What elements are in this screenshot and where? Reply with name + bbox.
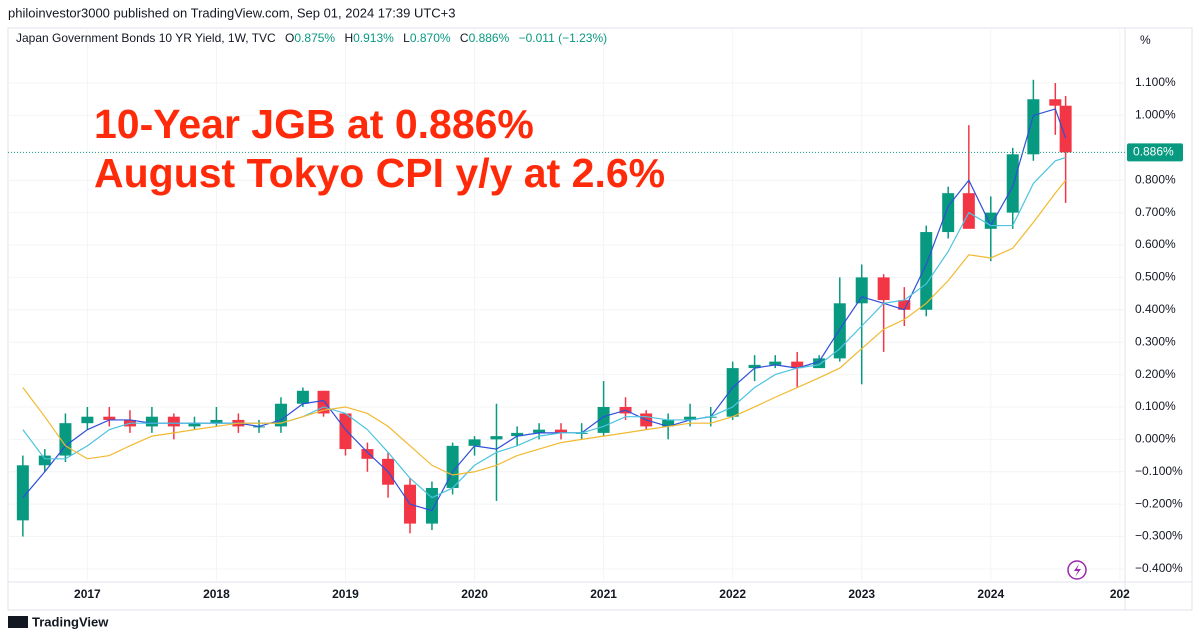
y-tick-label: 0.600%	[1135, 237, 1176, 251]
candle-body	[81, 416, 94, 424]
candle-body	[167, 416, 180, 427]
y-tick-label: 0.300%	[1135, 334, 1176, 348]
c-value: 0.886%	[469, 31, 510, 45]
candle-body	[877, 277, 890, 301]
scale-button-label[interactable]: %	[1140, 33, 1151, 47]
annotation: 10-Year JGB at 0.886%	[94, 101, 534, 147]
y-tick-label: 0.500%	[1135, 270, 1176, 284]
x-tick-label: 2024	[977, 587, 1004, 601]
candle-body	[1027, 99, 1040, 155]
candle-body	[1059, 105, 1072, 153]
brand: TradingView	[32, 614, 109, 629]
y-tick-label: −0.300%	[1135, 529, 1183, 543]
y-tick-label: 0.100%	[1135, 399, 1176, 413]
l-label: L	[403, 31, 410, 45]
candle-body	[1006, 154, 1019, 213]
candle-body	[791, 361, 804, 369]
scale-button[interactable]	[1132, 30, 1188, 52]
x-tick-label: 2021	[590, 587, 617, 601]
candle-body	[942, 193, 955, 233]
last-price-label: 0.886%	[1133, 145, 1174, 159]
h-value: 0.913%	[353, 31, 394, 45]
moving-average	[22, 156, 1066, 499]
candle-body	[855, 277, 868, 304]
candle-body	[16, 465, 29, 521]
candle-body	[555, 429, 568, 433]
candle-body	[145, 416, 158, 427]
candle-body	[490, 436, 503, 440]
brand-logo	[8, 616, 28, 628]
candle-body	[468, 439, 481, 446]
candle-body	[38, 455, 51, 466]
candle-body	[962, 193, 975, 229]
candle-body	[361, 449, 374, 459]
candle-body	[210, 419, 223, 424]
y-tick-label: 0.800%	[1135, 172, 1176, 186]
candle-body	[769, 361, 782, 365]
candle-body	[1049, 99, 1062, 106]
candle-body	[533, 429, 546, 433]
change: −0.011 (−1.23%)	[519, 31, 608, 45]
y-tick-label: 0.200%	[1135, 367, 1176, 381]
candle-body	[511, 432, 524, 437]
alert-icon-bolt	[1074, 564, 1081, 577]
l-value: 0.870%	[410, 31, 451, 45]
y-tick-label: 0.000%	[1135, 432, 1176, 446]
legend: Japan Government Bonds 10 YR Yield, 1W, …	[16, 31, 607, 45]
o-label: O	[285, 31, 294, 45]
plot	[8, 30, 1125, 582]
annotation: August Tokyo CPI y/y at 2.6%	[94, 150, 665, 196]
y-tick-label: −0.100%	[1135, 464, 1183, 478]
x-tick-label: 2023	[848, 587, 875, 601]
y-tick-label: 1.100%	[1135, 75, 1176, 89]
x-tick-label: 2019	[332, 587, 359, 601]
y-tick-label: 0.700%	[1135, 205, 1176, 219]
candle-body	[748, 364, 761, 369]
x-tick-label: 2018	[203, 587, 230, 601]
y-tick-label: −0.200%	[1135, 496, 1183, 510]
publisher: philoinvestor3000 published on TradingVi…	[8, 5, 455, 20]
x-tick-label: 2022	[719, 587, 746, 601]
candle-body	[920, 232, 933, 310]
y-tick-label: 0.400%	[1135, 302, 1176, 316]
candle-body	[188, 423, 201, 427]
candle-body	[662, 419, 675, 427]
candle-body	[597, 406, 610, 433]
candle-body	[684, 416, 697, 420]
x-tick-label: 2017	[74, 587, 101, 601]
candle-body	[103, 416, 116, 420]
o-value: 0.875%	[294, 31, 335, 45]
candle-body	[898, 300, 911, 310]
c-label: C	[460, 31, 469, 45]
candle-body	[984, 212, 997, 229]
h-label: H	[344, 31, 353, 45]
y-tick-label: 1.000%	[1135, 108, 1176, 122]
chart-frame	[7, 27, 1193, 611]
x-tick-label: 202	[1110, 587, 1130, 601]
candle-body	[296, 390, 309, 404]
y-tick-label: −0.400%	[1135, 561, 1183, 575]
candle-body	[813, 358, 826, 369]
candle-body	[339, 413, 352, 450]
candle-body	[833, 303, 846, 359]
last-price-tag	[1127, 143, 1183, 162]
symbol: Japan Government Bonds 10 YR Yield, 1W, …	[16, 31, 276, 45]
x-tick-label: 2020	[461, 587, 488, 601]
moving-average	[22, 179, 1067, 476]
alert-icon[interactable]	[1067, 560, 1087, 580]
